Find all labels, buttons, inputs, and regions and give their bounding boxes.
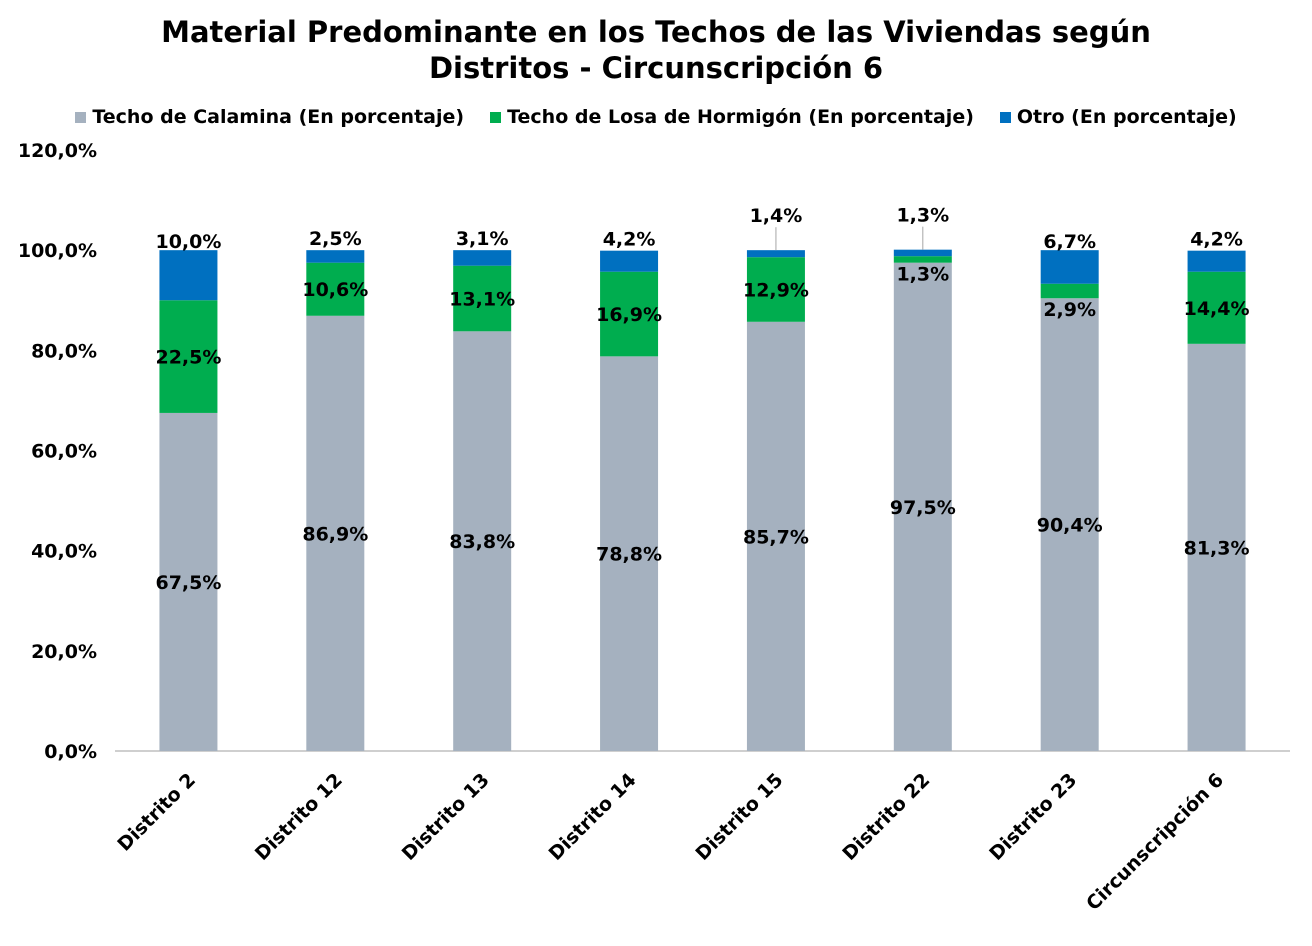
legend-item-calamina: Techo de Calamina (En porcentaje) xyxy=(75,106,464,128)
data-label-calamina: 86,9% xyxy=(302,523,368,545)
bar-segment-otro xyxy=(893,249,952,257)
y-tick-label: 20,0% xyxy=(31,641,97,663)
data-label-losa: 2,9% xyxy=(1043,299,1096,321)
data-label-otro: 1,4% xyxy=(750,205,803,227)
x-category-label: Distrito 2 xyxy=(113,769,200,856)
y-tick-label: 40,0% xyxy=(31,541,97,563)
bar-segment-calamina xyxy=(1187,343,1246,751)
data-label-calamina: 85,7% xyxy=(743,526,809,548)
legend-label-calamina: Techo de Calamina (En porcentaje) xyxy=(92,106,465,128)
bar-segment-calamina xyxy=(600,356,659,751)
bar-segment-losa xyxy=(453,265,512,332)
data-label-otro: 10,0% xyxy=(155,231,221,253)
data-label-losa: 13,1% xyxy=(449,288,515,310)
bar-segment-calamina xyxy=(306,315,365,751)
data-label-losa: 16,9% xyxy=(596,304,662,326)
bar-segment-otro xyxy=(600,250,659,272)
bar-segment-otro xyxy=(746,250,805,258)
bar-segment-calamina xyxy=(746,321,805,751)
bar-segment-losa xyxy=(746,257,805,322)
legend-swatch-otro xyxy=(999,111,1011,123)
x-category-label: Distrito 15 xyxy=(691,769,787,865)
data-label-otro: 4,2% xyxy=(1190,229,1243,251)
bar-segment-calamina xyxy=(1040,298,1099,751)
legend-label-losa: Techo de Losa de Hormigón (En porcentaje… xyxy=(507,106,974,128)
legend-swatch-losa xyxy=(490,111,502,123)
data-label-otro: 3,1% xyxy=(456,228,509,250)
chart-title: Material Predominante en los Techos de l… xyxy=(0,14,1312,86)
bar-segment-otro xyxy=(1040,250,1099,284)
y-tick-label: 0,0% xyxy=(44,741,97,763)
chart-title-line1: Material Predominante en los Techos de l… xyxy=(161,15,1151,49)
data-label-calamina: 81,3% xyxy=(1184,537,1250,559)
bar-segment-losa xyxy=(600,271,659,357)
data-label-calamina: 67,5% xyxy=(155,572,221,594)
legend-item-losa: Techo de Losa de Hormigón (En porcentaje… xyxy=(490,106,974,128)
bar-segment-losa xyxy=(893,256,952,263)
data-label-losa: 12,9% xyxy=(743,279,809,301)
data-label-calamina: 90,4% xyxy=(1037,515,1103,537)
bar-segment-losa xyxy=(1187,271,1246,344)
bar-segment-losa xyxy=(159,300,218,413)
data-label-otro: 1,3% xyxy=(896,205,949,227)
y-tick-label: 100,0% xyxy=(18,240,97,262)
legend-label-otro: Otro (En porcentaje) xyxy=(1016,106,1237,128)
bar-segment-otro xyxy=(306,250,365,263)
bar-segment-calamina xyxy=(893,262,952,751)
x-category-label: Distrito 22 xyxy=(838,769,934,865)
x-category-label: Distrito 13 xyxy=(398,769,494,865)
bar-segment-otro xyxy=(159,250,218,301)
data-label-calamina: 78,8% xyxy=(596,544,662,566)
y-tick-label: 60,0% xyxy=(31,441,97,463)
data-label-calamina: 97,5% xyxy=(890,497,956,519)
data-label-calamina: 83,8% xyxy=(449,531,515,553)
bar-segment-calamina xyxy=(159,412,218,751)
legend-item-otro: Otro (En porcentaje) xyxy=(999,106,1237,128)
data-label-losa: 1,3% xyxy=(896,264,949,286)
data-label-losa: 10,6% xyxy=(302,279,368,301)
legend-swatch-calamina xyxy=(75,111,87,123)
bar-segment-losa xyxy=(1040,283,1099,299)
data-label-otro: 4,2% xyxy=(603,229,656,251)
x-category-label: Distrito 12 xyxy=(251,769,347,865)
chart-title-line2: Distritos - Circunscripción 6 xyxy=(428,51,884,85)
data-label-losa: 14,4% xyxy=(1184,298,1250,320)
bar-segment-losa xyxy=(306,262,365,316)
bar-segment-calamina xyxy=(453,331,512,751)
chart-legend: Techo de Calamina (En porcentaje) Techo … xyxy=(0,106,1312,128)
x-category-label: Distrito 23 xyxy=(985,769,1081,865)
x-category-label: Distrito 14 xyxy=(545,769,641,865)
data-label-otro: 6,7% xyxy=(1043,231,1096,253)
x-category-label: Circunscripción 6 xyxy=(1082,769,1228,915)
bar-segment-otro xyxy=(453,250,512,266)
data-label-otro: 2,5% xyxy=(309,228,362,250)
y-tick-label: 120,0% xyxy=(18,140,97,162)
data-label-losa: 22,5% xyxy=(155,347,221,369)
bar-segment-otro xyxy=(1187,250,1246,272)
y-tick-label: 80,0% xyxy=(31,340,97,362)
